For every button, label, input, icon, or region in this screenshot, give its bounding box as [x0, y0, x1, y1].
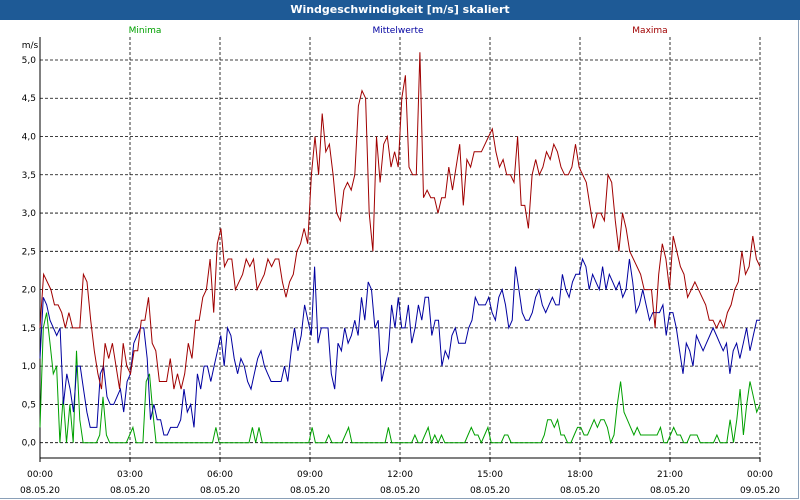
y-tick-label: 2,5 [22, 247, 36, 257]
x-tick-time: 15:00 [477, 470, 503, 480]
y-tick-label: 3,0 [22, 209, 37, 219]
x-tick-date: 08.05.20 [20, 486, 60, 496]
axes: 0,0 0,5 1,0 1,5 2,0 2,5 3,0 3,5 4,0 4,5 5,0 00:00 08… [20, 37, 780, 496]
series-lines [39, 52, 761, 445]
y-tick-label: 5,0 [22, 56, 37, 66]
legend-minima: Minima [129, 26, 162, 36]
x-tick-date: 08.05.20 [470, 486, 510, 496]
y-tick-label: 0,0 [22, 439, 37, 449]
y-tick-label: 2,0 [22, 286, 37, 296]
x-tick-date: 09.05.20 [740, 486, 780, 496]
plot-frame [0, 20, 799, 499]
y-tick-label: 1,5 [22, 324, 36, 334]
legend-maxima: Maxima [632, 26, 667, 36]
window-title: Windgeschwindigkeit [m/s] skaliert [0, 0, 800, 20]
x-tick-time: 09:00 [297, 470, 323, 480]
y-axis-unit: m/s [22, 41, 39, 51]
x-tick-time: 21:00 [657, 470, 683, 480]
x-tick-date: 08.05.20 [200, 486, 240, 496]
series-line-maxima [39, 52, 761, 390]
y-tick-label: 3,5 [22, 171, 36, 181]
x-tick-date: 08.05.20 [380, 486, 420, 496]
x-tick-date: 08.05.20 [560, 486, 600, 496]
x-tick-time: 18:00 [567, 470, 593, 480]
x-tick-time: 00:00 [27, 470, 53, 480]
legend-mittelwerte: Mittelwerte [372, 26, 423, 36]
x-tick-time: 06:00 [207, 470, 233, 480]
legend: Minima Mittelwerte Maxima [129, 26, 668, 36]
x-tick-date: 08.05.20 [110, 486, 150, 496]
y-tick-label: 4,0 [22, 133, 37, 143]
series-line-mittelwerte [39, 257, 760, 436]
series-line-minima [39, 312, 761, 445]
y-tick-label: 0,5 [22, 400, 36, 410]
x-tick-date: 08.05.20 [650, 486, 690, 496]
x-tick-time: 00:00 [747, 470, 773, 480]
y-tick-label: 4,5 [22, 94, 36, 104]
y-tick-label: 1,0 [22, 362, 37, 372]
grid [40, 37, 760, 458]
x-tick-time: 03:00 [117, 470, 143, 480]
x-tick-time: 12:00 [387, 470, 413, 480]
x-tick-date: 08.05.20 [290, 486, 330, 496]
